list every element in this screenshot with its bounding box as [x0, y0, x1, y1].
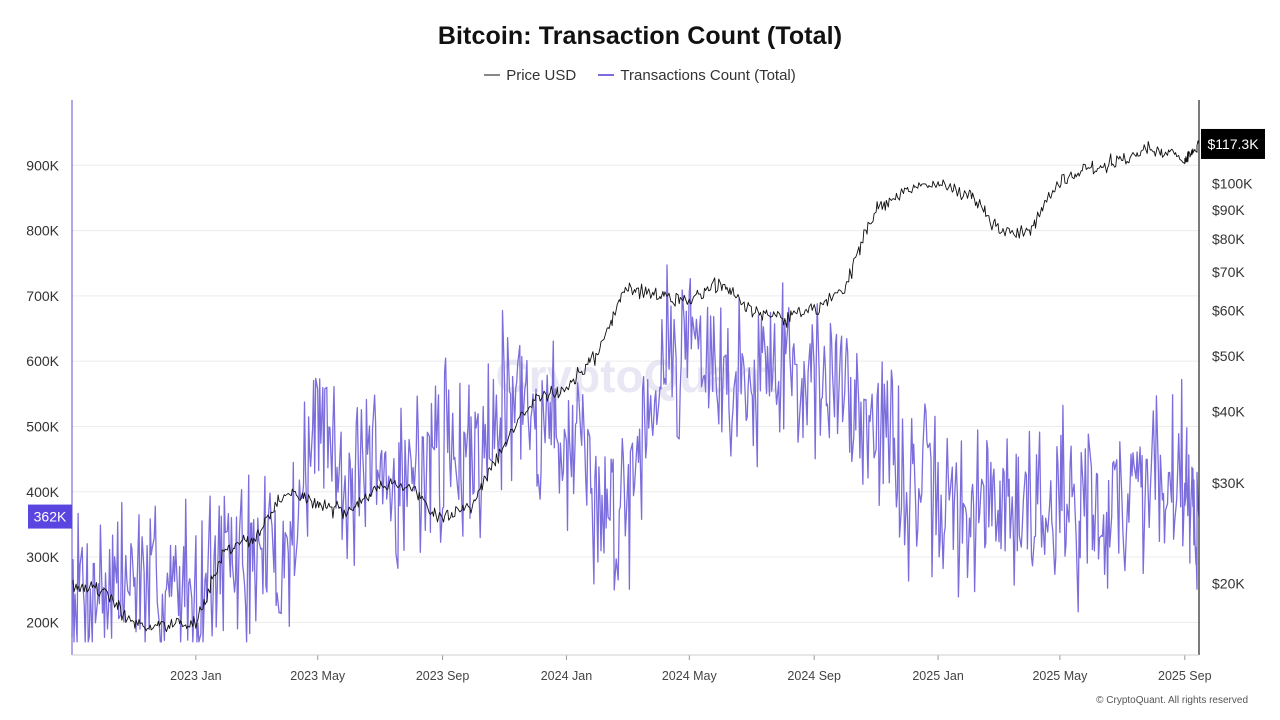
ticks-layer: 200K 300K 400K 500K 600K 700K 800K 900K $20K $30K…: [26, 157, 1253, 683]
watermark-text: CryptoQuant: [495, 350, 776, 402]
x-tick-label: 2023 May: [290, 669, 346, 683]
right-tick-label: $20K: [1212, 576, 1245, 592]
left-tick-label: 200K: [26, 614, 59, 630]
current-price-badge-label: $117.3K: [1207, 136, 1259, 152]
right-tick-label: $100K: [1212, 176, 1253, 192]
right-tick-label: $90K: [1212, 202, 1245, 218]
legend-label-transactions: Transactions Count (Total): [620, 66, 796, 84]
x-tick-label: 2023 Jan: [170, 669, 221, 683]
legend-swatch-price: [484, 74, 501, 76]
left-tick-label: 800K: [26, 223, 59, 239]
transactions-series-layer: [71, 264, 1200, 643]
x-tick-label: 2025 Sep: [1158, 669, 1212, 683]
right-tick-label: $30K: [1212, 475, 1245, 491]
legend-item-transactions[interactable]: Transactions Count (Total): [598, 66, 796, 84]
right-tick-label: $40K: [1212, 403, 1245, 419]
badge-layer: 362K $117.3K: [28, 128, 1265, 529]
x-tick-label: 2024 Sep: [787, 669, 841, 683]
right-tick-label: $80K: [1212, 231, 1245, 247]
right-tick-label: $70K: [1212, 264, 1245, 280]
legend-label-price: Price USD: [506, 66, 577, 84]
x-tick-label: 2024 Jan: [541, 669, 592, 683]
x-tick-label: 2023 Sep: [416, 669, 470, 683]
current-tx-badge: [28, 504, 72, 529]
grid-layer: [72, 164, 1199, 623]
left-tick-label: 300K: [26, 549, 59, 565]
transactions-series-line[interactable]: [71, 264, 1200, 643]
chart-legend: Price USD Transactions Count (Total): [0, 63, 1280, 84]
current-tx-badge-label: 362K: [34, 509, 67, 525]
left-tick-label: 700K: [26, 288, 59, 304]
left-tick-label: 500K: [26, 418, 59, 434]
left-tick-label: 900K: [26, 157, 59, 173]
x-tick-label: 2025 May: [1032, 669, 1088, 683]
left-tick-label: 600K: [26, 353, 59, 369]
price-series-layer: [71, 140, 1200, 633]
copyright-notice: © CryptoQuant. All rights reserved: [1096, 695, 1248, 706]
legend-item-price[interactable]: Price USD: [484, 67, 576, 84]
price-series-line[interactable]: [71, 140, 1200, 633]
x-tick-label: 2024 May: [662, 669, 718, 683]
current-price-badge: [1201, 128, 1265, 159]
right-tick-label: $60K: [1212, 303, 1245, 319]
x-tick-label: 2025 Jan: [912, 669, 963, 683]
legend-swatch-transactions: [598, 74, 615, 76]
left-tick-label: 400K: [26, 484, 59, 500]
chart-title: Bitcoin: Transaction Count (Total): [437, 22, 843, 50]
right-tick-label: $50K: [1212, 348, 1245, 364]
axes-layer: [71, 100, 1200, 660]
